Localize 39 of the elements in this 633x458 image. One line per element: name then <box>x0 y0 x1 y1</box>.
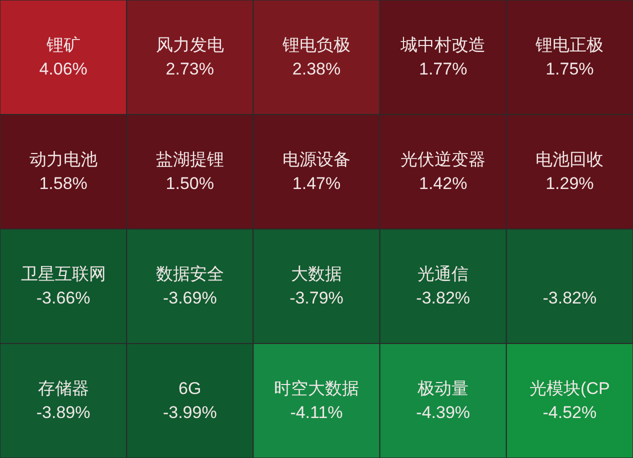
data-label: 2.73% <box>166 59 214 78</box>
data-label: -4.39% <box>416 402 470 422</box>
category-label: 6G <box>178 378 202 398</box>
category-label: 时空大数据 <box>274 378 359 398</box>
category-label: 光通信 <box>418 264 469 284</box>
data-label: -3.69% <box>162 288 217 308</box>
data-label: -4.52% <box>542 402 597 422</box>
data-label: 1.75% <box>546 59 594 78</box>
category-label: 大数据 <box>291 264 342 284</box>
data-label: -4.11% <box>290 402 343 422</box>
data-label: -3.89% <box>36 402 90 422</box>
data-label: -3.82% <box>416 288 470 308</box>
data-label: -3.99% <box>162 402 217 422</box>
data-label: 1.42% <box>419 174 468 193</box>
category-label: 光伏逆变器 <box>400 150 486 169</box>
category-label: 光模块(CP <box>530 378 610 398</box>
category-label: 动力电池 <box>29 150 98 169</box>
category-label: 卫星互联网 <box>20 264 106 284</box>
category-label: 锂矿 <box>45 35 80 54</box>
data-label: -3.82% <box>542 288 597 308</box>
data-label: 1.58% <box>39 174 88 193</box>
data-label: 2.38% <box>292 59 341 78</box>
category-label: 风力发电 <box>156 35 224 54</box>
data-label: 4.06% <box>39 59 88 78</box>
category-label: 锂电正极 <box>534 35 604 54</box>
category-label: 电池回收 <box>536 150 604 169</box>
data-label: 1.50% <box>166 174 214 193</box>
category-label: 存储器 <box>38 378 89 398</box>
data-label: -3.66% <box>36 288 90 308</box>
data-label: 1.29% <box>546 174 594 193</box>
category-label: 城中村改造 <box>400 35 486 54</box>
category-label: 锂电负极 <box>282 35 350 54</box>
category-label: 电源设备 <box>282 150 350 169</box>
data-label: 1.77% <box>419 59 468 78</box>
category-label: 盐湖提锂 <box>156 150 224 169</box>
category-label: 极动量 <box>416 378 469 398</box>
data-label: -3.79% <box>290 288 344 308</box>
data-label: 1.47% <box>292 174 341 193</box>
category-label: 数据安全 <box>156 264 224 284</box>
